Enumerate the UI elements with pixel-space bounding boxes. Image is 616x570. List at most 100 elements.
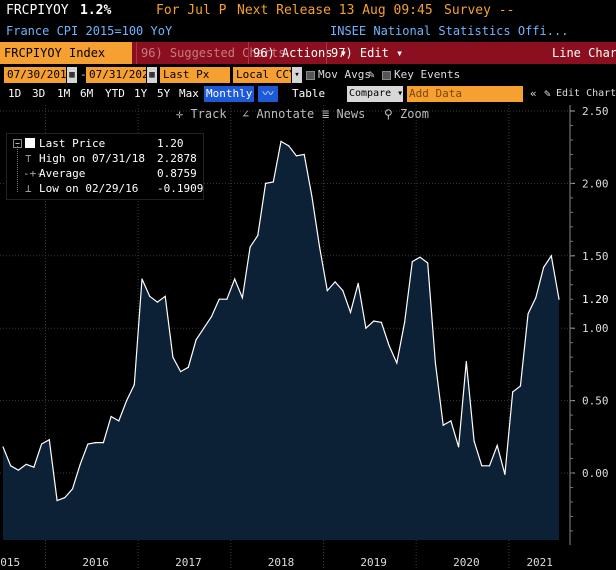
data-point bbox=[41, 443, 43, 445]
range-button[interactable]: 1M bbox=[57, 87, 71, 100]
line-chart-icon[interactable]: 〰 bbox=[258, 86, 278, 102]
edit-chart-button[interactable]: Edit Chart bbox=[556, 88, 616, 99]
data-point bbox=[141, 278, 143, 280]
data-point bbox=[241, 297, 243, 299]
data-point bbox=[311, 195, 313, 198]
track-label: Track bbox=[190, 107, 227, 121]
range-button[interactable]: 6M bbox=[80, 87, 94, 100]
data-point bbox=[295, 155, 298, 157]
data-point bbox=[195, 339, 197, 341]
data-point bbox=[71, 488, 74, 490]
annotate-tool[interactable]: ∠ Annotate bbox=[242, 105, 314, 123]
crosshair-icon: ✛ bbox=[176, 107, 191, 121]
chart-area[interactable]: 0.00 0.50 1.00 1.50 2.00 2.50 1.20 2015 2016 201… bbox=[0, 105, 616, 570]
data-point bbox=[496, 444, 498, 447]
survey-label: Survey -- bbox=[444, 3, 515, 18]
news-label: News bbox=[336, 107, 366, 121]
actions-menu[interactable]: 96) Actions ▾ bbox=[248, 42, 347, 64]
data-point bbox=[280, 140, 282, 143]
checkbox-icon[interactable] bbox=[306, 70, 315, 80]
suggested-charts-button[interactable]: 96) Suggested Charts bbox=[136, 42, 286, 64]
legend-last-value: 1.20 bbox=[157, 137, 184, 150]
data-point bbox=[87, 443, 89, 445]
key-events-label: Key Events bbox=[394, 68, 461, 81]
magnifier-icon: ⚲ bbox=[384, 107, 401, 121]
data-point bbox=[95, 441, 97, 444]
period-label: For Jul P bbox=[156, 3, 227, 18]
frequency-select[interactable]: Monthly ▼ bbox=[204, 86, 266, 102]
key-events-toggle[interactable]: Key Events bbox=[382, 67, 460, 83]
x-tick-label: 2017 bbox=[175, 556, 202, 569]
calendar-icon[interactable]: ▦ bbox=[147, 67, 157, 83]
data-point bbox=[303, 153, 305, 156]
data-point bbox=[481, 465, 483, 467]
calendar-icon[interactable]: ▦ bbox=[67, 67, 77, 83]
data-point bbox=[373, 320, 375, 322]
next-release-label: Next Release 13 Aug 09:45 bbox=[237, 3, 433, 18]
data-point bbox=[434, 362, 437, 364]
chevron-down-icon[interactable]: ▾ bbox=[292, 67, 302, 83]
data-point bbox=[357, 282, 359, 284]
data-point bbox=[535, 297, 537, 299]
legend-high: ⊤ High on 07/31/18 2.2878 bbox=[7, 152, 205, 166]
data-point bbox=[264, 182, 267, 184]
x-tick-label: 2020 bbox=[453, 556, 480, 569]
zoom-tool[interactable]: ⚲ Zoom bbox=[384, 105, 429, 123]
pencil-icon[interactable]: ✎ bbox=[544, 87, 551, 100]
legend-average: -+- Average 0.8759 bbox=[7, 167, 205, 181]
range-button[interactable]: 5Y bbox=[157, 87, 171, 100]
data-point bbox=[25, 463, 27, 465]
legend-average-value: 0.8759 bbox=[157, 167, 197, 180]
data-point bbox=[288, 145, 290, 147]
zoom-label: Zoom bbox=[400, 107, 429, 121]
compare-button[interactable]: Compare ▾ bbox=[347, 86, 403, 102]
range-button[interactable]: 1Y bbox=[134, 87, 148, 100]
tree-line bbox=[17, 146, 18, 192]
swatch-icon bbox=[25, 138, 35, 148]
data-point bbox=[249, 246, 251, 248]
price-type-select[interactable]: Last Px bbox=[160, 67, 230, 83]
pen-icon: ∠ bbox=[242, 107, 257, 121]
currency-select[interactable]: Local CCY bbox=[233, 67, 296, 83]
pencil-icon[interactable]: ✎ bbox=[368, 68, 375, 81]
range-button[interactable]: 1D bbox=[8, 87, 22, 100]
average-marker-icon: -+- bbox=[23, 167, 43, 180]
data-point bbox=[342, 289, 344, 292]
collapse-icon[interactable]: « bbox=[530, 87, 537, 100]
data-point bbox=[512, 391, 514, 393]
data-point bbox=[118, 420, 120, 422]
y-tick-label: 1.50 bbox=[582, 250, 609, 263]
legend-low: ⊥ Low on 02/29/16 -0.1909 bbox=[7, 182, 205, 196]
x-tick-label: 2021 bbox=[526, 556, 553, 569]
edit-menu[interactable]: 97) Edit ▾ bbox=[326, 42, 403, 64]
table-button[interactable]: Table bbox=[292, 87, 326, 100]
range-button[interactable]: 3D bbox=[32, 87, 46, 100]
x-tick-label: 2019 bbox=[360, 556, 387, 569]
legend-low-label: Low on 02/29/16 bbox=[39, 182, 139, 195]
red-toolbar: FRCPIYOY Index 96) Suggested Charts 96) … bbox=[0, 42, 616, 64]
index-field[interactable]: FRCPIYOY Index bbox=[0, 42, 132, 64]
data-point bbox=[125, 400, 128, 402]
track-tool[interactable]: ✛ Track bbox=[176, 105, 227, 123]
news-icon: ≣ bbox=[322, 107, 337, 121]
data-point bbox=[349, 311, 352, 313]
description-text: France CPI 2015=100 YoY bbox=[6, 24, 173, 38]
range-button[interactable]: YTD bbox=[105, 87, 125, 100]
add-data-input[interactable]: Add Data bbox=[407, 86, 523, 102]
data-point bbox=[488, 465, 491, 467]
start-date-input[interactable]: 07/30/2015 bbox=[4, 67, 73, 83]
checkbox-icon[interactable] bbox=[382, 70, 391, 80]
data-point bbox=[450, 420, 452, 422]
data-point bbox=[473, 440, 475, 442]
range-button[interactable]: Max bbox=[179, 87, 199, 100]
data-point bbox=[64, 497, 66, 499]
x-tick-label: 2018 bbox=[268, 556, 295, 569]
data-point bbox=[79, 463, 81, 465]
news-tool[interactable]: ≣ News bbox=[322, 105, 365, 123]
mov-avgs-toggle[interactable]: Mov Avgs bbox=[306, 67, 371, 83]
low-marker-icon: ⊥ bbox=[25, 182, 32, 195]
end-date-input[interactable]: 07/31/2021 bbox=[86, 67, 155, 83]
chart-type-label: Line Chart bbox=[552, 46, 616, 60]
data-point bbox=[388, 344, 390, 347]
price-chart[interactable]: 0.00 0.50 1.00 1.50 2.00 2.50 1.20 2015 2016 201… bbox=[0, 105, 616, 570]
